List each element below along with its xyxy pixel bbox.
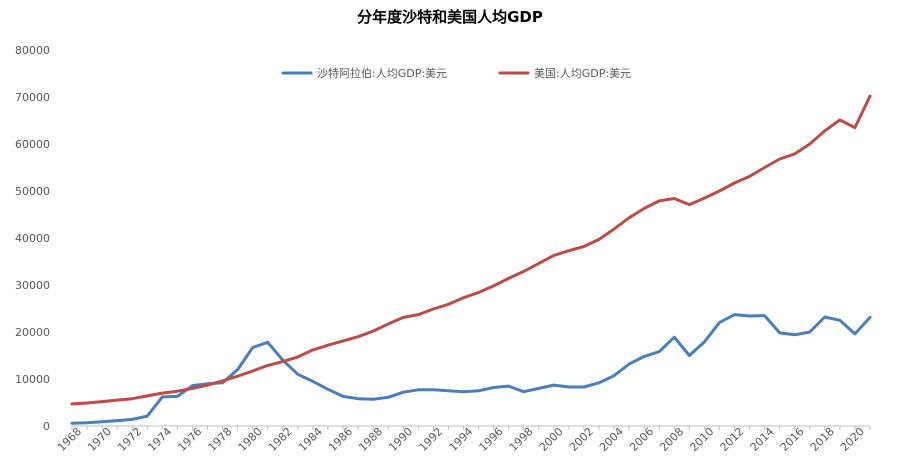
x-tick-label: 2016 xyxy=(778,425,807,454)
y-tick-label: 50000 xyxy=(15,185,50,198)
x-tick-label: 1992 xyxy=(416,425,445,454)
x-tick-label: 1984 xyxy=(296,425,325,454)
x-tick-label: 1994 xyxy=(447,425,476,454)
y-tick-label: 60000 xyxy=(15,138,50,151)
y-tick-label: 40000 xyxy=(15,232,50,245)
legend-label-1: 美国:人均GDP:美元 xyxy=(534,67,631,80)
x-tick-label: 2002 xyxy=(567,425,596,454)
x-tick-label: 2004 xyxy=(597,425,626,454)
x-tick-label: 1980 xyxy=(236,425,265,454)
x-tick-label: 1990 xyxy=(386,425,415,454)
x-tick-label: 1970 xyxy=(85,425,114,454)
y-tick-label: 80000 xyxy=(15,44,50,57)
y-axis-labels: 0 10000 20000 30000 40000 50000 60000 70000 8000… xyxy=(15,44,50,433)
x-tick-label: 1996 xyxy=(477,425,506,454)
x-tick-label: 1972 xyxy=(115,425,144,454)
y-tick-label: 70000 xyxy=(15,91,50,104)
x-tick-label: 2014 xyxy=(748,425,777,454)
series-lines xyxy=(70,94,872,425)
x-tick-label: 1988 xyxy=(356,425,385,454)
x-tick-label: 2008 xyxy=(657,425,686,454)
legend-label-0: 沙特阿拉伯:人均GDP:美元 xyxy=(317,66,447,80)
y-tick-label: 30000 xyxy=(15,279,50,292)
x-tick-label: 1968 xyxy=(55,425,84,454)
legend: 沙特阿拉伯:人均GDP:美元 美国:人均GDP:美元 xyxy=(281,66,631,80)
x-tick-label: 2012 xyxy=(718,425,747,454)
x-axis: 1968 1970 1972 1974 1976 1978 1980 1982 1984 1986… xyxy=(55,425,871,454)
series-line-1 xyxy=(70,94,872,406)
x-tick-label: 2006 xyxy=(627,425,656,454)
x-tick-label: 2000 xyxy=(537,425,566,454)
x-tick-label: 2018 xyxy=(808,425,837,454)
series-line-0 xyxy=(70,313,872,425)
x-tick-label: 1986 xyxy=(326,425,355,454)
y-tick-label: 0 xyxy=(43,420,50,433)
x-tick-label: 2020 xyxy=(838,425,867,454)
x-tick-label: 1974 xyxy=(145,425,174,454)
chart-title: 分年度沙特和美国人均GDP xyxy=(357,8,543,26)
x-tick-label: 1976 xyxy=(175,425,204,454)
y-tick-label: 20000 xyxy=(15,326,50,339)
x-tick-label: 2010 xyxy=(687,425,716,454)
x-tick-label: 1982 xyxy=(266,425,295,454)
x-tick-label: 1998 xyxy=(507,425,536,454)
y-tick-label: 10000 xyxy=(15,373,50,386)
x-tick-label: 1978 xyxy=(206,425,235,454)
